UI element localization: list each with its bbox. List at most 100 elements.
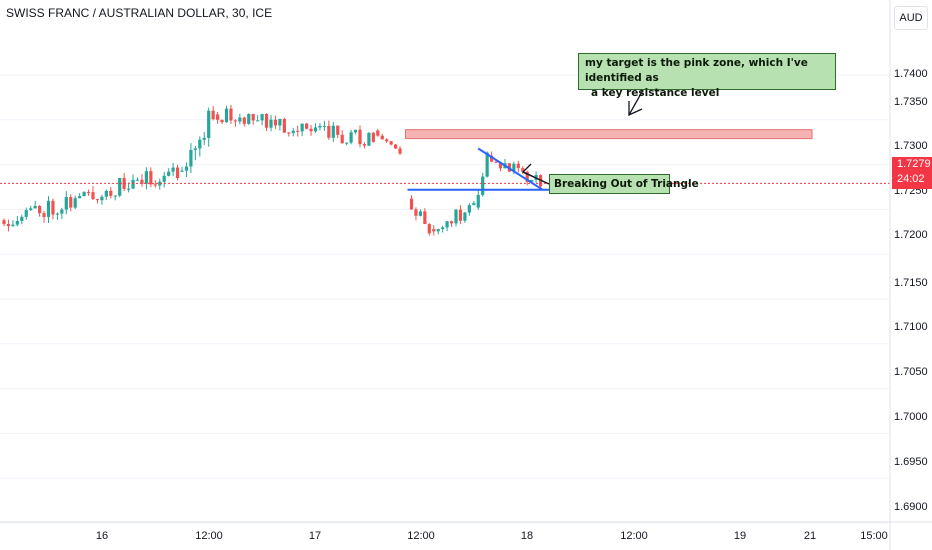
candle-body (380, 135, 384, 140)
candle-body (454, 209, 458, 224)
candle-body (198, 139, 202, 149)
candle-body (202, 137, 206, 140)
candle-body (530, 179, 534, 182)
candle-body (162, 175, 166, 182)
candle-body (313, 127, 318, 132)
candle-body (349, 132, 353, 143)
candle-body (29, 208, 33, 211)
candle-body (287, 132, 291, 134)
candle-body (521, 168, 525, 172)
candle-body (167, 171, 171, 176)
bar-countdown: 24:02 (897, 173, 925, 185)
candle-body (494, 161, 498, 163)
candle-body (525, 171, 529, 182)
target-annotation-line1: my target is the pink zone, which I've i… (585, 57, 808, 84)
candle-body (414, 209, 418, 216)
arrow-to-breakout[interactable] (521, 163, 550, 185)
candle-body (398, 148, 402, 154)
candle-body (247, 113, 251, 124)
candle-body (336, 125, 340, 135)
candle-body (490, 155, 494, 162)
candle-body (291, 130, 295, 134)
candle-body (189, 149, 193, 167)
candle-body (269, 119, 273, 128)
candle-body (6, 224, 11, 227)
candle-body (340, 134, 344, 144)
candle-body (389, 141, 393, 145)
target-annotation-line2: a key resistance level (591, 87, 720, 99)
price-tick: 1.7100 (894, 321, 928, 333)
candle-body (476, 194, 480, 208)
candle-body (278, 118, 282, 126)
candle-body (15, 220, 19, 225)
candle-body (371, 132, 375, 142)
candle-body (224, 108, 229, 123)
candle-body (118, 178, 122, 196)
candle-body (64, 197, 68, 210)
price-tick: 1.7200 (894, 229, 928, 241)
candle-body (100, 196, 104, 201)
candle-body (193, 148, 197, 150)
candle-body (113, 195, 117, 197)
candle-body (458, 209, 463, 221)
time-tick: 21 (803, 530, 817, 542)
candle-body (46, 200, 51, 217)
candle-body (242, 117, 246, 124)
target-annotation[interactable]: my target is the pink zone, which I've i… (578, 53, 836, 99)
time-tick: 18 (520, 530, 534, 542)
candle-body (238, 117, 242, 122)
candle-body (229, 108, 233, 121)
candle-body (69, 197, 73, 208)
candle-body (305, 123, 309, 129)
candle-body (432, 229, 436, 232)
time-tick: 15:00 (860, 530, 888, 542)
price-tick: 1.6900 (894, 501, 928, 513)
candle-body (367, 132, 371, 146)
candle-body (171, 167, 175, 172)
current-price-value: 1.7279 (897, 158, 931, 170)
candle-body (260, 114, 264, 121)
candle-body (445, 221, 449, 228)
candle-body (207, 110, 211, 138)
candle-body (418, 211, 422, 216)
candle-body (327, 125, 331, 138)
candle-body (135, 179, 140, 181)
time-tick: 12:00 (195, 530, 223, 542)
candle-body (211, 110, 215, 120)
price-tick: 1.7150 (894, 277, 928, 289)
candle-body (449, 221, 454, 224)
candle-body (409, 198, 414, 210)
candle-body (481, 176, 485, 195)
candle-body (233, 120, 237, 122)
candle-body (140, 179, 144, 184)
price-tick: 1.7400 (894, 68, 928, 80)
currency-button[interactable]: AUD (894, 6, 928, 30)
candle-body (467, 205, 471, 213)
candle-body (256, 120, 260, 122)
resistance-zone[interactable] (405, 129, 813, 140)
candle-body (149, 171, 153, 185)
time-tick: 19 (733, 530, 747, 542)
candle-body (38, 205, 42, 214)
candle-body (498, 162, 503, 169)
candle-body (322, 125, 326, 127)
candle-body (385, 139, 389, 142)
symbol-title[interactable]: SWISS FRANC / AUSTRALIAN DOLLAR, 30, ICE (6, 6, 273, 20)
candle-body (78, 196, 82, 199)
candle-body (296, 130, 300, 132)
candle-body (216, 114, 220, 120)
price-tick: 1.7300 (894, 140, 928, 152)
arrow-to-zone[interactable] (628, 89, 644, 117)
candle-body (95, 199, 100, 201)
candle-body (376, 130, 380, 136)
breakout-annotation[interactable]: Breaking Out of Triangle (549, 174, 699, 194)
candle-body (423, 211, 427, 225)
candle-body (184, 166, 189, 171)
triangle-upper-trendline[interactable] (477, 147, 544, 191)
candle-body (91, 192, 95, 200)
candle-body (127, 188, 131, 190)
candle-body (60, 209, 64, 214)
candle-body (109, 190, 113, 196)
candle-body (20, 216, 24, 221)
